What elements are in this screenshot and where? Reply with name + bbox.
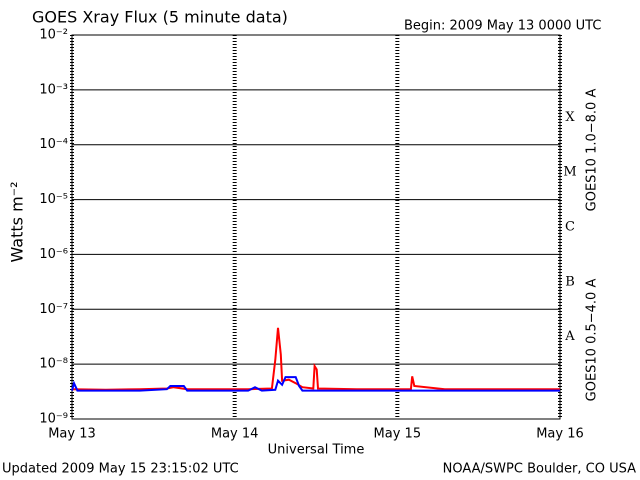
flare-class-label: A [564,329,575,344]
y-tick-label: 10⁻² [39,28,68,43]
flare-class-label: M [563,165,576,180]
x-tick-label: May 16 [536,427,584,442]
y-axis-label: Watts m⁻² [8,181,27,262]
flare-class-label: X [565,110,575,125]
y-tick-label: 10⁻³ [39,82,68,97]
y-tick-label: 10⁻⁶ [39,247,68,262]
x-axis-label: Universal Time [268,443,365,458]
chart-subtitle: Begin: 2009 May 13 0000 UTC [404,19,601,34]
y-tick-label: 10⁻⁴ [39,137,68,152]
x-tick-label: May 13 [48,427,96,442]
x-tick-label: May 15 [374,427,422,442]
y-tick-label: 10⁻⁸ [39,357,68,372]
y-tick-label: 10⁻⁹ [39,412,68,427]
footer-right: NOAA/SWPC Boulder, CO USA [443,462,636,477]
legend-entry: GOES10 0.5−4.0 A [585,279,600,402]
flare-class-label: B [565,274,575,289]
series-line [71,376,560,392]
series-line [71,327,560,391]
footer-left: Updated 2009 May 15 23:15:02 UTC [2,462,239,477]
x-tick-label: May 14 [211,427,259,442]
legend-entry: GOES10 1.0−8.0 A [585,89,600,212]
y-tick-label: 10⁻⁵ [39,192,68,207]
chart-title: GOES Xray Flux (5 minute data) [32,8,288,27]
flare-class-label: C [565,220,575,235]
plot-frame [71,34,561,420]
y-tick-label: 10⁻⁷ [39,302,68,317]
